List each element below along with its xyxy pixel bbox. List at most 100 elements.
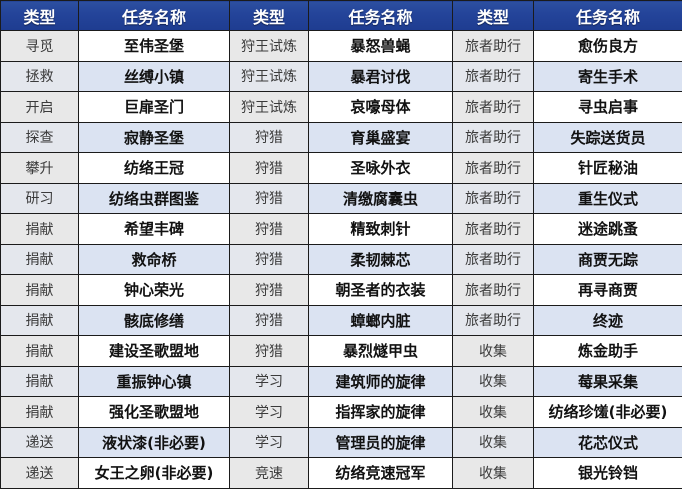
quest-type-cell-3: 旅者助行: [453, 183, 534, 214]
quest-name-cell-2: 暴君讨伐: [309, 61, 453, 92]
quest-type-cell-3: 旅者助行: [453, 122, 534, 153]
quest-name-cell-2: 柔韧棘芯: [309, 244, 453, 275]
quest-name-cell-3: 针匠秘油: [534, 153, 682, 184]
table-row: 攀升纺络王冠狩猎圣咏外衣旅者助行针匠秘油: [1, 153, 682, 184]
quest-type-cell-3: 旅者助行: [453, 305, 534, 336]
quest-type-cell-1: 捐献: [1, 244, 79, 275]
table-row: 捐献救命桥狩猎柔韧棘芯旅者助行商贾无踪: [1, 244, 682, 275]
quest-type-cell-2: 狩猎: [230, 244, 309, 275]
table-row: 捐献骸底修缮狩猎蟑螂内脏旅者助行终迹: [1, 305, 682, 336]
quest-type-cell-2: 狩猎: [230, 336, 309, 367]
quest-name-cell-3: 莓果采集: [534, 366, 682, 397]
quest-type-cell-3: 旅者助行: [453, 92, 534, 123]
quest-type-cell-2: 狩王试炼: [230, 61, 309, 92]
column-header-name-1[interactable]: 任务名称: [79, 1, 230, 31]
quest-type-cell-2: 狩猎: [230, 183, 309, 214]
quest-name-cell-1: 建设圣歌盟地: [79, 336, 230, 367]
quest-type-cell-1: 探查: [1, 122, 79, 153]
quest-type-cell-1: 捐献: [1, 366, 79, 397]
quest-type-cell-2: 狩王试炼: [230, 31, 309, 62]
column-header-name-3[interactable]: 任务名称: [534, 1, 682, 31]
quest-type-cell-1: 递送: [1, 458, 79, 489]
quest-type-cell-1: 捐献: [1, 336, 79, 367]
quest-type-cell-1: 寻觅: [1, 31, 79, 62]
quest-type-cell-3: 旅者助行: [453, 153, 534, 184]
quest-name-cell-2: 蟑螂内脏: [309, 305, 453, 336]
quest-name-cell-3: 迷途跳蚤: [534, 214, 682, 245]
table-row: 捐献希望丰碑狩猎精致刺针旅者助行迷途跳蚤: [1, 214, 682, 245]
quest-type-cell-1: 捐献: [1, 214, 79, 245]
quest-name-cell-3: 寄生手术: [534, 61, 682, 92]
table-row: 拯救丝缚小镇狩王试炼暴君讨伐旅者助行寄生手术: [1, 61, 682, 92]
table-row: 捐献建设圣歌盟地狩猎暴烈燧甲虫收集炼金助手: [1, 336, 682, 367]
quest-type-cell-2: 竞速: [230, 458, 309, 489]
quest-name-cell-1: 强化圣歌盟地: [79, 397, 230, 428]
quest-name-cell-2: 育巢盛宴: [309, 122, 453, 153]
quest-type-cell-3: 收集: [453, 397, 534, 428]
quest-type-cell-1: 捐献: [1, 397, 79, 428]
quest-name-cell-1: 巨扉圣门: [79, 92, 230, 123]
quest-type-cell-2: 狩猎: [230, 305, 309, 336]
quest-name-cell-3: 失踪送货员: [534, 122, 682, 153]
quest-type-cell-3: 收集: [453, 427, 534, 458]
quest-name-cell-2: 管理员的旋律: [309, 427, 453, 458]
column-header-name-2[interactable]: 任务名称: [309, 1, 453, 31]
quest-name-cell-1: 至伟圣堡: [79, 31, 230, 62]
quest-type-cell-2: 学习: [230, 366, 309, 397]
table-row: 捐献强化圣歌盟地学习指挥家的旋律收集纺络珍馐(非必要): [1, 397, 682, 428]
quest-name-cell-1: 寂静圣堡: [79, 122, 230, 153]
quest-name-cell-3: 炼金助手: [534, 336, 682, 367]
quest-type-cell-1: 拯救: [1, 61, 79, 92]
table-row: 递送女王之卵(非必要)竞速纺络竞速冠军收集银光铃铛: [1, 458, 682, 489]
quest-type-cell-3: 旅者助行: [453, 61, 534, 92]
quest-name-cell-3: 花芯仪式: [534, 427, 682, 458]
quest-name-cell-2: 圣咏外衣: [309, 153, 453, 184]
table-row: 研习纺络虫群图鉴狩猎清缴腐囊虫旅者助行重生仪式: [1, 183, 682, 214]
quest-type-cell-3: 收集: [453, 458, 534, 489]
table-row: 递送液状漆(非必要)学习管理员的旋律收集花芯仪式: [1, 427, 682, 458]
quest-name-cell-3: 终迹: [534, 305, 682, 336]
quest-table-container: 游民 游民星空 类型 任务名称 类型 任务名称 类型 任务名称 寻觅至伟圣堡狩王…: [0, 0, 682, 462]
table-header: 类型 任务名称 类型 任务名称 类型 任务名称: [1, 1, 682, 31]
quest-name-cell-1: 液状漆(非必要): [79, 427, 230, 458]
column-header-type-3[interactable]: 类型: [453, 1, 534, 31]
quest-type-cell-1: 开启: [1, 92, 79, 123]
quest-type-cell-1: 攀升: [1, 153, 79, 184]
header-row: 类型 任务名称 类型 任务名称 类型 任务名称: [1, 1, 682, 31]
quest-name-cell-3: 再寻商贾: [534, 275, 682, 306]
quest-name-cell-2: 指挥家的旋律: [309, 397, 453, 428]
quest-name-cell-1: 钟心荣光: [79, 275, 230, 306]
quest-type-cell-3: 旅者助行: [453, 275, 534, 306]
quest-name-cell-3: 重生仪式: [534, 183, 682, 214]
quest-name-cell-1: 骸底修缮: [79, 305, 230, 336]
quest-name-cell-2: 朝圣者的衣装: [309, 275, 453, 306]
quest-type-cell-3: 旅者助行: [453, 31, 534, 62]
quest-name-cell-2: 清缴腐囊虫: [309, 183, 453, 214]
quest-name-cell-2: 暴怒兽蝇: [309, 31, 453, 62]
column-header-type-2[interactable]: 类型: [230, 1, 309, 31]
table-row: 寻觅至伟圣堡狩王试炼暴怒兽蝇旅者助行愈伤良方: [1, 31, 682, 62]
quest-type-cell-2: 狩猎: [230, 275, 309, 306]
quest-type-cell-3: 收集: [453, 366, 534, 397]
quest-type-cell-2: 学习: [230, 427, 309, 458]
table-row: 捐献钟心荣光狩猎朝圣者的衣装旅者助行再寻商贾: [1, 275, 682, 306]
column-header-type-1[interactable]: 类型: [1, 1, 79, 31]
quest-type-cell-3: 旅者助行: [453, 214, 534, 245]
quest-name-cell-3: 寻虫启事: [534, 92, 682, 123]
quest-type-cell-1: 递送: [1, 427, 79, 458]
quest-type-cell-3: 旅者助行: [453, 244, 534, 275]
quest-name-cell-3: 商贾无踪: [534, 244, 682, 275]
table-row: 探查寂静圣堡狩猎育巢盛宴旅者助行失踪送货员: [1, 122, 682, 153]
table-body: 寻觅至伟圣堡狩王试炼暴怒兽蝇旅者助行愈伤良方拯救丝缚小镇狩王试炼暴君讨伐旅者助行…: [1, 31, 682, 489]
quest-name-cell-1: 丝缚小镇: [79, 61, 230, 92]
quest-type-cell-1: 捐献: [1, 305, 79, 336]
quest-name-cell-2: 暴烈燧甲虫: [309, 336, 453, 367]
quest-name-cell-1: 女王之卵(非必要): [79, 458, 230, 489]
quest-type-cell-1: 研习: [1, 183, 79, 214]
table-row: 开启巨扉圣门狩王试炼哀嚎母体旅者助行寻虫启事: [1, 92, 682, 123]
quest-type-cell-2: 狩猎: [230, 214, 309, 245]
quest-name-cell-3: 愈伤良方: [534, 31, 682, 62]
quest-name-cell-3: 纺络珍馐(非必要): [534, 397, 682, 428]
quest-name-cell-1: 纺络王冠: [79, 153, 230, 184]
